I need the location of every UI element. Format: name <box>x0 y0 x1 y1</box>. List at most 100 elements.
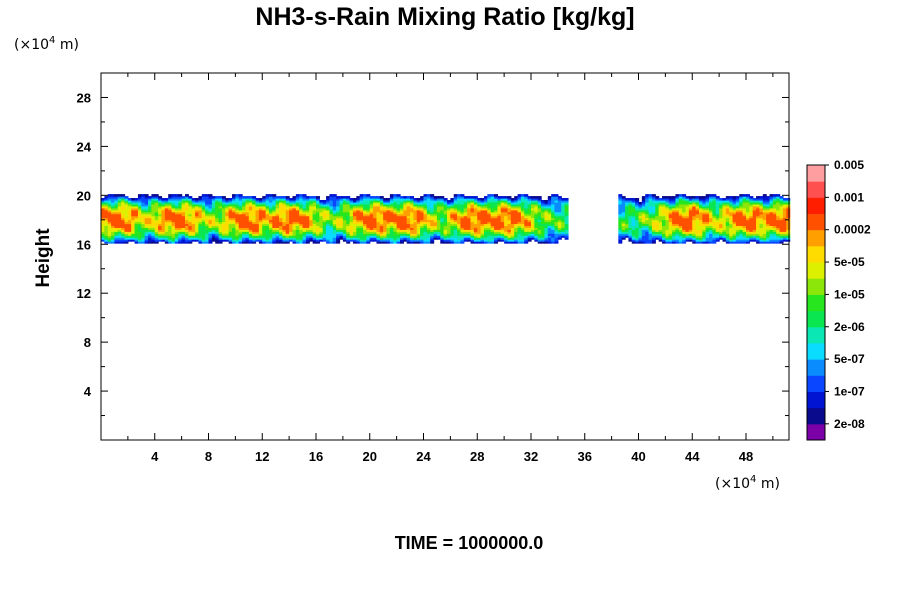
field-cell <box>541 211 546 215</box>
field-cell <box>258 221 263 225</box>
field-cell <box>786 215 791 219</box>
field-cell <box>319 205 324 209</box>
field-cell <box>393 239 398 242</box>
field-cell <box>168 221 173 225</box>
field-cell <box>245 211 250 215</box>
field-cell <box>144 211 149 215</box>
field-cell <box>373 229 378 232</box>
field-cell <box>678 217 683 221</box>
field-cell <box>174 199 179 203</box>
field-cell <box>554 221 559 225</box>
field-cell <box>238 207 243 211</box>
field-cell <box>483 217 488 221</box>
field-cell <box>101 199 105 203</box>
field-cell <box>134 209 139 213</box>
field-cell <box>722 209 727 213</box>
field-cell <box>248 225 253 228</box>
field-cell <box>658 205 663 209</box>
field-cell <box>181 217 186 221</box>
field-cell <box>702 241 707 244</box>
field-cell <box>500 215 505 219</box>
field-cell <box>363 233 367 236</box>
field-cell <box>517 213 522 217</box>
field-cell <box>430 203 435 207</box>
field-cell <box>510 209 515 213</box>
field-cell <box>547 199 552 203</box>
field-cell <box>363 239 367 242</box>
field-cell <box>339 199 344 203</box>
field-cell <box>695 199 700 203</box>
field-cell <box>782 225 787 228</box>
field-cell <box>426 194 431 197</box>
field-cell <box>232 233 236 236</box>
field-cell <box>483 221 488 225</box>
field-cell <box>658 227 663 230</box>
field-cell <box>161 198 166 201</box>
field-cell <box>497 199 502 203</box>
field-cell <box>756 227 761 230</box>
field-cell <box>638 201 643 205</box>
field-cell <box>487 219 492 223</box>
field-cell <box>332 196 337 199</box>
field-cell <box>497 207 502 211</box>
field-cell <box>265 213 270 217</box>
field-cell <box>265 209 270 213</box>
field-cell <box>719 221 724 225</box>
field-cell <box>520 225 525 228</box>
field-cell <box>618 213 623 217</box>
field-cell <box>104 239 109 242</box>
field-cell <box>766 211 771 215</box>
field-cell <box>749 235 754 238</box>
field-cell <box>124 201 129 205</box>
field-cell <box>117 237 122 240</box>
field-cell <box>215 231 220 234</box>
field-cell <box>682 217 687 221</box>
field-cell <box>678 239 683 242</box>
field-cell <box>672 201 677 205</box>
field-cell <box>719 199 724 203</box>
field-cell <box>416 227 421 230</box>
field-cell <box>712 215 717 219</box>
field-cell <box>319 207 324 211</box>
field-cell <box>188 203 193 207</box>
field-cell <box>460 221 465 225</box>
field-cell <box>399 205 404 209</box>
field-cell <box>500 217 505 221</box>
field-cell <box>295 237 300 240</box>
field-cell <box>272 209 277 213</box>
field-cell <box>494 198 499 201</box>
field-cell <box>332 229 337 232</box>
field-cell <box>450 231 455 234</box>
field-cell <box>702 223 707 227</box>
field-cell <box>184 239 189 242</box>
field-cell <box>366 219 371 223</box>
field-cell <box>531 199 535 203</box>
field-cell <box>685 237 690 240</box>
field-cell <box>376 235 381 238</box>
field-cell <box>473 225 478 228</box>
field-cell <box>635 231 640 234</box>
field-cell <box>665 199 670 203</box>
field-cell <box>762 198 767 201</box>
field-cell <box>191 237 196 240</box>
field-cell <box>766 233 771 236</box>
field-cell <box>739 213 744 217</box>
field-cell <box>272 211 277 215</box>
field-cell <box>514 199 519 203</box>
field-cell <box>527 217 532 221</box>
field-cell <box>504 209 509 213</box>
field-cell <box>238 209 243 213</box>
field-cell <box>436 223 441 227</box>
field-cell <box>356 196 361 199</box>
field-cell <box>527 221 532 225</box>
field-cell <box>776 219 781 223</box>
field-cell <box>272 219 277 223</box>
field-cell <box>705 221 710 225</box>
field-cell <box>480 227 485 230</box>
field-cell <box>554 235 559 238</box>
field-cell <box>258 227 263 230</box>
field-cell <box>625 225 630 228</box>
field-cell <box>124 211 129 215</box>
field-cell <box>514 196 519 199</box>
field-cell <box>295 217 300 221</box>
